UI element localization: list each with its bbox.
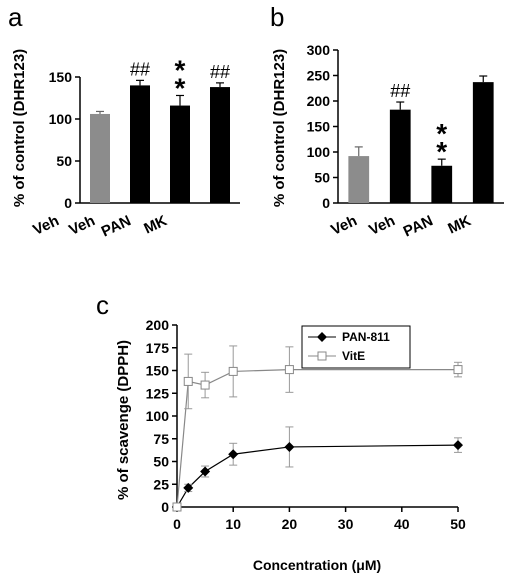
data-point-square bbox=[284, 365, 294, 375]
x-tick-label: 20 bbox=[282, 516, 298, 532]
panel-c-x-axis-title: Concentration (μM) bbox=[253, 557, 381, 573]
y-tick-label: 0 bbox=[64, 195, 72, 211]
bar bbox=[90, 113, 110, 203]
x-category-label: MK bbox=[445, 212, 473, 237]
data-point-square bbox=[172, 502, 182, 512]
y-tick-label: 75 bbox=[153, 431, 169, 447]
significance-hash: ## bbox=[130, 59, 150, 79]
bar bbox=[472, 82, 494, 203]
series-line-pan-811 bbox=[176, 444, 459, 508]
panel-c-chart: c % of scavenge (DPPH) Concentration (μM… bbox=[96, 290, 466, 573]
y-tick-label: 50 bbox=[153, 454, 169, 470]
y-tick-label: 0 bbox=[161, 499, 169, 515]
data-point-diamond bbox=[183, 482, 194, 493]
legend-box bbox=[301, 325, 411, 369]
y-tick-label: 150 bbox=[307, 119, 331, 135]
panel-c-label: c bbox=[96, 290, 109, 320]
x-category-label: MK bbox=[141, 212, 169, 237]
bar bbox=[389, 109, 411, 203]
y-tick-label: 25 bbox=[153, 476, 169, 492]
y-tick-label: 50 bbox=[314, 170, 330, 186]
panel-a-chart: a % of control (DHR123) 0 50 100 150 Veh ## Ve… bbox=[8, 2, 240, 241]
significance-hash: ## bbox=[390, 81, 410, 101]
data-point-diamond bbox=[228, 449, 239, 460]
significance-asterisk: * bbox=[436, 136, 447, 167]
x-tick-label: 40 bbox=[394, 516, 410, 532]
x-tick-label: 50 bbox=[450, 516, 466, 532]
y-tick-label: 150 bbox=[146, 363, 170, 379]
y-tick-label: 250 bbox=[307, 68, 331, 84]
legend-label-vite: VitE bbox=[342, 349, 365, 363]
panel-c-y-axis-title: % of scavenge (DPPH) bbox=[115, 340, 132, 500]
data-point-diamond bbox=[453, 440, 463, 451]
significance-hash: ## bbox=[210, 62, 230, 82]
panel-b-chart: b % of control (DHR123) 0 50 100 150 200 250 3… bbox=[270, 2, 504, 241]
data-point-square bbox=[228, 366, 238, 376]
series-line-vite bbox=[176, 368, 458, 508]
x-tick-label: 10 bbox=[225, 516, 241, 532]
data-point-square bbox=[200, 380, 210, 390]
y-tick-label: 175 bbox=[146, 340, 170, 356]
y-tick-label: 125 bbox=[146, 385, 170, 401]
panel-a-y-axis-title: % of control (DHR123) bbox=[11, 49, 28, 207]
bar bbox=[348, 156, 370, 203]
bar bbox=[130, 85, 150, 203]
legend-marker-square-icon bbox=[317, 351, 327, 361]
y-tick-label: 50 bbox=[56, 153, 72, 169]
y-tick-label: 150 bbox=[49, 69, 73, 85]
data-point-diamond bbox=[284, 441, 295, 452]
panel-c-legend: PAN-811 VitE bbox=[301, 325, 411, 369]
bar bbox=[431, 165, 453, 203]
y-tick-label: 100 bbox=[146, 408, 170, 424]
x-category-label: Veh bbox=[366, 212, 397, 239]
y-tick-label: 200 bbox=[307, 93, 331, 109]
x-category-label: PAN bbox=[401, 212, 436, 240]
y-tick-label: 100 bbox=[307, 144, 331, 160]
significance-asterisk: * bbox=[436, 118, 447, 149]
significance-asterisk: * bbox=[175, 72, 186, 103]
x-category-label: Veh bbox=[30, 212, 61, 239]
panel-a-label: a bbox=[8, 2, 23, 32]
y-tick-label: 100 bbox=[49, 111, 73, 127]
x-tick-label: 30 bbox=[338, 516, 354, 532]
bar bbox=[170, 105, 190, 203]
x-tick-label: 0 bbox=[173, 516, 181, 532]
x-category-label: Veh bbox=[328, 212, 359, 239]
panel-b-label: b bbox=[270, 2, 284, 32]
significance-asterisk: * bbox=[175, 54, 186, 85]
data-point-diamond bbox=[200, 466, 211, 477]
legend-label-pan811: PAN-811 bbox=[342, 330, 390, 344]
y-tick-label: 300 bbox=[307, 42, 331, 58]
data-point-square bbox=[183, 376, 193, 386]
y-tick-label: 0 bbox=[322, 195, 330, 211]
y-tick-label: 200 bbox=[146, 317, 170, 333]
legend-marker-diamond-icon bbox=[317, 332, 327, 342]
x-category-label: Veh bbox=[66, 212, 97, 239]
bar bbox=[210, 87, 230, 203]
x-category-label: PAN bbox=[99, 212, 134, 240]
data-point-square bbox=[453, 365, 463, 375]
panel-b-y-axis-title: % of control (DHR123) bbox=[271, 49, 288, 207]
